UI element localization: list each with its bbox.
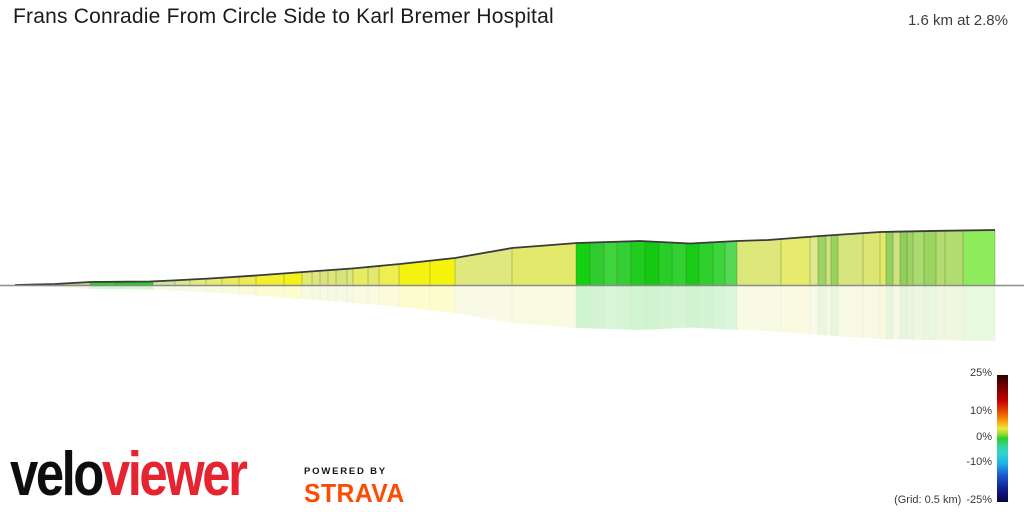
- legend-tick-min: -25%: [966, 494, 992, 506]
- legend-tick-25: 25%: [969, 367, 992, 379]
- veloviewer-logo[interactable]: veloviewer: [10, 444, 248, 506]
- legend-tick-0: 0%: [976, 430, 992, 443]
- grid-interval-label: (Grid: 0.5 km): [894, 494, 962, 506]
- gradient-colorbar: [997, 375, 1008, 502]
- logo-viewer: viewer: [101, 440, 248, 509]
- page-title: Frans Conradie From Circle Side to Karl …: [13, 5, 554, 28]
- strava-wordmark: STRAVA: [304, 478, 405, 508]
- legend-tick-10: 10%: [969, 405, 992, 418]
- logo-velo: velo: [10, 440, 104, 509]
- segment-stats: 1.6 km at 2.8%: [907, 12, 1008, 29]
- legend-bottom-row: (Grid: 0.5 km) -25%: [894, 494, 992, 506]
- powered-by-label: POWERED BY: [304, 466, 387, 477]
- legend-tick--10: -10%: [966, 455, 992, 468]
- strava-logo[interactable]: POWERED BY STRAVA: [304, 466, 410, 509]
